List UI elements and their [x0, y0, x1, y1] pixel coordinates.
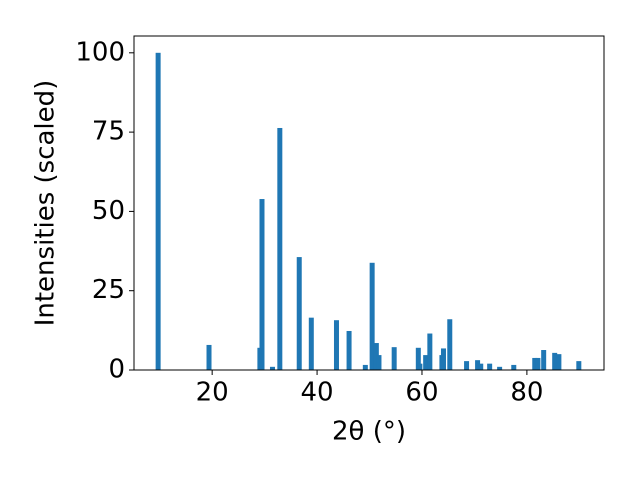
bar [552, 352, 558, 370]
bar [535, 357, 541, 370]
bar [487, 363, 493, 370]
bar [541, 350, 547, 370]
bar [376, 355, 382, 370]
x-tick-label: 40 [301, 378, 334, 408]
bar [447, 319, 453, 370]
bar [440, 348, 446, 370]
bar [308, 317, 314, 370]
bar [373, 343, 379, 370]
y-tick-label: 0 [108, 355, 125, 385]
bar [362, 364, 368, 370]
y-tick-label: 25 [92, 275, 125, 305]
bar [511, 364, 517, 370]
bar [277, 127, 283, 370]
x-tick-label: 20 [196, 378, 229, 408]
bar [346, 330, 352, 370]
bar [155, 52, 161, 371]
bar [556, 354, 562, 370]
bar [423, 355, 429, 370]
y-tick-label: 50 [92, 196, 125, 226]
bar [369, 262, 375, 370]
x-tick-label: 80 [510, 378, 543, 408]
bar [427, 333, 433, 370]
bar [415, 347, 421, 370]
y-tick-label: 100 [75, 37, 125, 67]
bar [391, 347, 397, 370]
y-tick-label: 75 [92, 117, 125, 147]
x-tick-label: 60 [405, 378, 438, 408]
bar [259, 199, 265, 370]
bar [206, 344, 212, 370]
bar [475, 360, 481, 370]
y-axis-label: Intensities (scaled) [31, 80, 61, 327]
bar [576, 361, 582, 370]
bar [417, 363, 423, 370]
bar [269, 366, 275, 370]
x-axis-label: 2θ (°) [332, 417, 406, 447]
bar [296, 257, 302, 370]
bar [497, 366, 503, 370]
bar [464, 361, 470, 370]
bar [333, 320, 339, 370]
bar [478, 363, 484, 370]
plot-frame [133, 35, 605, 371]
bar [532, 357, 538, 370]
